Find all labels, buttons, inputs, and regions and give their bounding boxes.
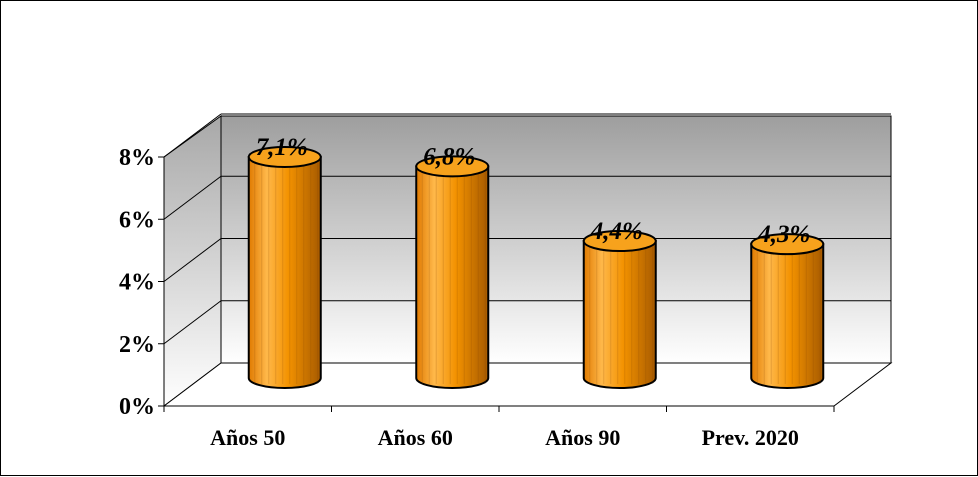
data-label: 6,8% bbox=[423, 143, 475, 170]
y-tick-labels: 0% 2% 4% 6% 8% bbox=[119, 145, 155, 420]
bar-body bbox=[415, 165, 490, 389]
side-gridline bbox=[163, 175, 222, 220]
y-tick-label: 2% bbox=[119, 332, 155, 358]
bar-top bbox=[415, 155, 490, 178]
y-tick-label: 6% bbox=[119, 207, 155, 233]
x-tick-label: Años 60 bbox=[378, 425, 453, 450]
y-tick-label: 8% bbox=[119, 145, 155, 171]
x-tick-labels: Años 50 Años 60 Años 90 Prev. 2020 bbox=[210, 425, 799, 450]
y-tick-label: 0% bbox=[119, 394, 155, 420]
y-tick-label: 4% bbox=[119, 270, 155, 296]
bar bbox=[247, 146, 322, 389]
bar bbox=[415, 155, 490, 389]
side-gridline bbox=[163, 113, 222, 158]
x-tick-label: Años 50 bbox=[210, 425, 285, 450]
data-labels: 7,1% 6,8% 4,4% 4,3% bbox=[256, 134, 811, 248]
bar-body bbox=[247, 156, 322, 389]
x-tick-label: Prev. 2020 bbox=[702, 425, 799, 450]
data-label: 7,1% bbox=[256, 134, 308, 161]
axes bbox=[158, 156, 835, 412]
bar-top bbox=[247, 146, 322, 169]
side-wall bbox=[163, 115, 222, 408]
side-gridline bbox=[163, 300, 222, 345]
data-label: 4,3% bbox=[757, 221, 810, 248]
bar bbox=[582, 230, 657, 389]
bar-top bbox=[582, 230, 657, 253]
bar-body bbox=[750, 243, 825, 389]
bar-body bbox=[582, 240, 657, 389]
x-tick-label: Años 90 bbox=[545, 425, 620, 450]
side-gridline bbox=[163, 238, 222, 282]
bar bbox=[750, 233, 825, 389]
data-label: 4,4% bbox=[590, 218, 643, 245]
bars bbox=[247, 146, 825, 389]
bar-top bbox=[750, 233, 825, 256]
